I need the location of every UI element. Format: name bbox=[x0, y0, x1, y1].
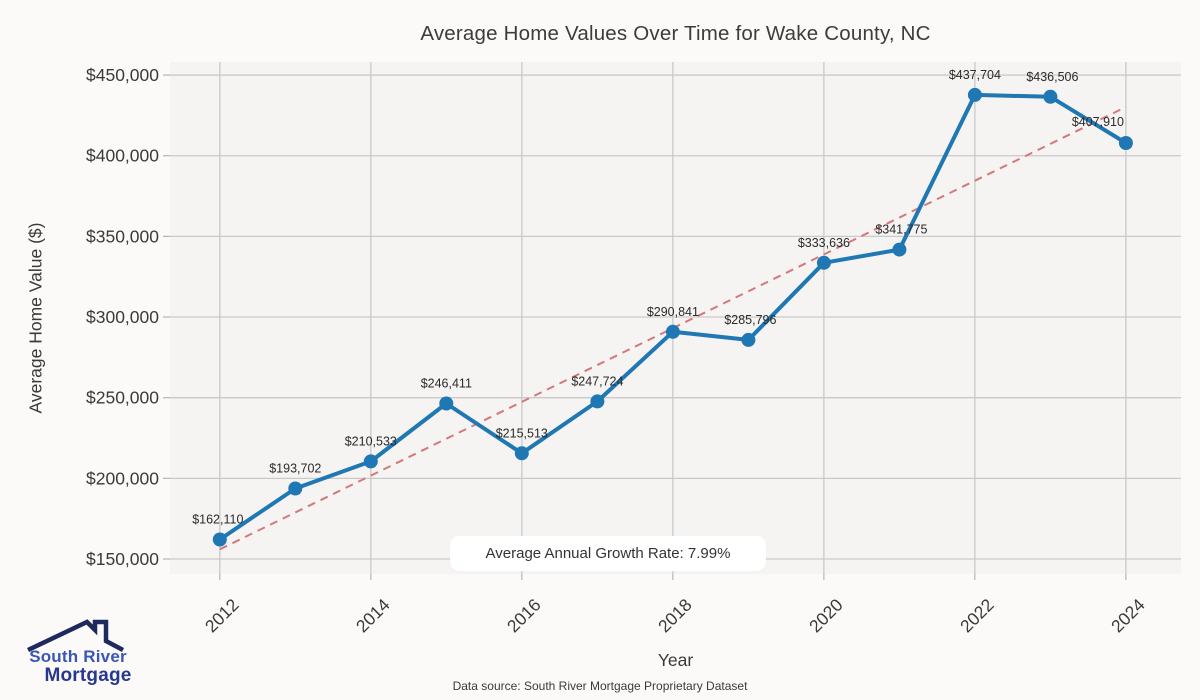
data-point-marker bbox=[1118, 136, 1133, 150]
logo-text-south-river: South River bbox=[29, 647, 127, 666]
y-tick-label: $450,000 bbox=[86, 65, 159, 85]
data-point-label: $407,910 bbox=[1072, 115, 1124, 129]
data-point-label: $437,704 bbox=[949, 68, 1001, 82]
x-tick-label: 2022 bbox=[956, 595, 998, 637]
data-point-marker bbox=[363, 454, 378, 469]
data-point-marker bbox=[1043, 89, 1058, 104]
plot-background bbox=[170, 62, 1181, 574]
house-roof-icon bbox=[27, 619, 125, 652]
data-point-marker bbox=[816, 255, 831, 270]
data-point-label: $247,724 bbox=[571, 374, 623, 388]
data-point-label: $215,513 bbox=[496, 426, 548, 440]
y-axis-title: Average Home Value ($) bbox=[25, 222, 46, 414]
data-source-note: Data source: South River Mortgage Propri… bbox=[452, 679, 748, 693]
data-point-marker bbox=[665, 324, 680, 339]
y-tick-label: $350,000 bbox=[86, 226, 159, 246]
y-tick-label: $150,000 bbox=[86, 549, 159, 569]
data-point-label: $333,636 bbox=[798, 236, 850, 250]
x-tick-label: 2012 bbox=[201, 595, 243, 637]
data-point-marker bbox=[892, 242, 907, 257]
x-tick-label: 2024 bbox=[1107, 595, 1149, 637]
y-tick-label: $200,000 bbox=[86, 468, 159, 488]
x-axis-title: Year bbox=[657, 650, 694, 670]
data-point-label: $285,796 bbox=[724, 313, 776, 327]
data-point-marker bbox=[514, 446, 529, 461]
data-point-marker bbox=[590, 394, 605, 409]
data-point-label: $246,411 bbox=[421, 377, 472, 391]
data-point-marker bbox=[439, 396, 454, 411]
data-point-marker bbox=[967, 87, 982, 102]
data-point-label: $162,110 bbox=[192, 513, 243, 527]
data-point-label: $341,775 bbox=[875, 223, 927, 237]
data-point-label: $436,506 bbox=[1026, 70, 1078, 84]
company-logo: South River Mortgage bbox=[20, 615, 140, 686]
x-tick-label: 2014 bbox=[352, 595, 394, 637]
growth-rate-annotation: Average Annual Growth Rate: 7.99% bbox=[450, 536, 766, 571]
chart-title: Average Home Values Over Time for Wake C… bbox=[420, 22, 931, 45]
y-tick-label: $300,000 bbox=[86, 307, 159, 327]
data-point-label: $210,533 bbox=[345, 434, 397, 448]
data-point-marker bbox=[741, 332, 756, 347]
y-tick-label: $250,000 bbox=[86, 388, 159, 408]
logo-text-mortgage: Mortgage bbox=[44, 665, 132, 686]
x-tick-label: 2018 bbox=[654, 595, 696, 637]
x-tick-label: 2020 bbox=[805, 595, 847, 637]
y-tick-label: $400,000 bbox=[86, 146, 159, 166]
data-point-marker bbox=[288, 481, 303, 496]
data-point-label: $290,841 bbox=[647, 305, 699, 319]
x-tick-label: 2016 bbox=[503, 595, 545, 637]
data-point-marker bbox=[212, 532, 227, 547]
data-point-label: $193,702 bbox=[269, 462, 321, 476]
